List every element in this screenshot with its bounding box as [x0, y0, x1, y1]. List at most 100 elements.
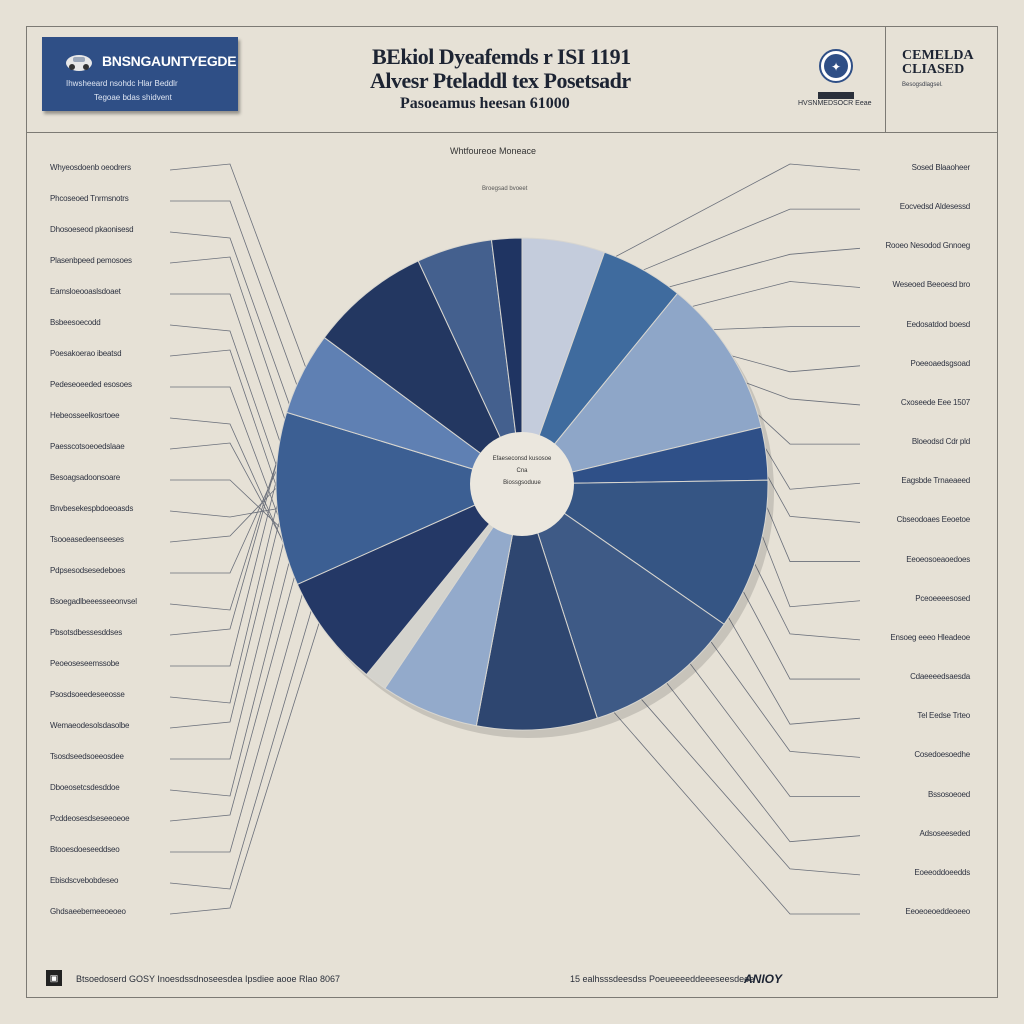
side-subtitle: Besogsdlagsel.	[902, 82, 943, 88]
page-title: BEkiol Dyeafemds r ISI 1191	[372, 44, 631, 69]
slice-label: Eamsloeooaslsdoaet	[50, 287, 121, 296]
center-label: Efaeseconsd kusosoe	[492, 456, 552, 462]
slice-label: Bnvbesekespbdoeoasds	[50, 504, 134, 513]
slice-label: Whyeosdoenb oeodrers	[50, 163, 131, 172]
slice-label: Eeoeoeoeddeoeeo	[905, 907, 970, 916]
leader-line	[170, 479, 286, 533]
slice-label: Cbseodoaes Eeoetoe	[896, 515, 971, 525]
slice-label: Psosdsoeedeseeosse	[50, 690, 125, 699]
slice-label: Ebisdscvebobdeseo	[50, 876, 119, 885]
footer-note-right: 15 ealhsssdeesdss Poeueeeeddeeeseesdeee	[570, 974, 755, 984]
leader-line	[687, 281, 861, 308]
leader-line	[638, 208, 860, 273]
slice-label: Eedosatdod boesd	[906, 319, 970, 329]
slice-label: Btooesdoeseeddseo	[50, 845, 120, 854]
slice-label: Dhosoeseod pkaonisesd	[50, 225, 134, 234]
pie-slice	[475, 483, 598, 731]
pie-slice	[323, 260, 523, 485]
pie-slice	[521, 482, 725, 719]
header-divider	[26, 132, 998, 133]
slice-label: Plasenbpeed pemosoes	[50, 256, 132, 265]
pie-center-hole	[470, 432, 574, 536]
slice-label: Dboeosetcsdesddoe	[50, 783, 120, 792]
slice-label: Pbsotsdbessesddses	[50, 628, 123, 637]
leader-line	[708, 326, 860, 331]
slice-label: Pedeseoeeded esosoes	[50, 380, 132, 389]
slice-label: Besoagsadoonsoare	[50, 473, 120, 482]
leader-line	[726, 353, 861, 373]
slice-label: Eocvedsd Aldesessd	[899, 202, 970, 212]
slice-label: Bsoegadlbeeesseeonvsel	[50, 597, 137, 606]
leader-line	[170, 459, 282, 574]
leader-line	[610, 708, 860, 915]
leader-line	[759, 529, 861, 608]
brand-badge: BNSNGAUNTYEGDE Ihwsheeard nsohdc Hlar Be…	[42, 37, 238, 111]
poster-frame	[26, 26, 998, 998]
slice-label: Peoeoseseemssobe	[50, 659, 120, 668]
slice-label: Eeoeosoeaoedoes	[906, 554, 970, 564]
pie-slice	[490, 237, 523, 485]
slice-label: Tsosdseedsoeeosdee	[50, 752, 124, 761]
leader-line	[169, 483, 281, 543]
leader-line	[763, 468, 861, 523]
leader-line	[169, 442, 292, 556]
brand-subtitle: Ihwsheeard nsohdc Hlar Beddlr	[66, 79, 178, 88]
slice-label: Adsoseeseded	[919, 828, 970, 838]
slice-label: Pdpsesodsesedeboes	[50, 566, 126, 575]
seal-icon: ✦	[819, 49, 853, 83]
page-title-line2: Alvesr Pteladdl tex Posetsadr	[370, 68, 631, 93]
leader-line	[687, 660, 860, 797]
brand-subtitle-2: Tegoae bdas shidvent	[94, 93, 172, 102]
leader-line	[169, 412, 292, 636]
leader-line	[751, 558, 861, 641]
slice-label: Paesscotsoeoedslaae	[50, 442, 125, 451]
chart-title: Whtfoureoe Moneace	[450, 146, 537, 156]
leader-line	[169, 417, 300, 578]
leader-line	[663, 679, 861, 843]
leader-line	[725, 613, 861, 725]
seal-caption: HVSNMEDSOCR Eeae	[798, 100, 872, 107]
pie-slice	[520, 292, 762, 485]
slice-label: Sosed Blaaoheer	[911, 163, 971, 172]
leader-line	[763, 499, 860, 562]
slice-label: Bssosoeoed	[927, 789, 970, 799]
slice-label: Eoeeoddoeedds	[914, 867, 970, 877]
leader-line	[610, 163, 861, 260]
leader-line	[169, 436, 286, 611]
leader-line	[708, 638, 861, 758]
seal-bar	[818, 92, 854, 99]
slice-label: Cdaeeeedsaesda	[910, 672, 970, 682]
leader-line	[664, 247, 861, 289]
leader-line	[740, 586, 860, 680]
header-vertical-divider	[885, 26, 886, 132]
pie-slice	[275, 411, 524, 585]
svg-text:✦: ✦	[831, 60, 841, 74]
leader-line	[169, 507, 282, 518]
slice-label: Bloeodsd Cdr pld	[911, 437, 970, 447]
slice-label: Wemaeodesolsdasolbe	[50, 721, 130, 730]
brand-name: BNSNGAUNTYEGDE	[102, 53, 237, 69]
center-label: Biossgsoduue	[503, 480, 541, 486]
footer-icon: ▣	[46, 970, 62, 986]
side-title-line2: CLIASED	[902, 62, 965, 77]
slice-label: Tsooeasedeenseeses	[50, 535, 124, 544]
slice-label: Ghdsaeebemeeoeoeo	[50, 907, 126, 916]
slice-label: Weseoed Beeoesd bro	[892, 280, 971, 290]
slice-label: Pcddeosesdseseeoeoe	[50, 814, 130, 823]
leader-line	[638, 695, 861, 876]
pie-slice	[520, 479, 769, 625]
leader-line	[740, 380, 861, 406]
slice-label: Rooeo Nesodod Gnnoeg	[885, 241, 970, 251]
page-subtitle: Pasoeamus heesan 61000	[400, 95, 570, 112]
slice-label: Phcoseoed Tnrmsnotrs	[50, 194, 129, 203]
side-title: CEMELDA	[902, 48, 974, 63]
slice-label: Ensoeg eeeo Hleadeoe	[890, 632, 970, 642]
chart-subtitle: Broegsad bvoeet	[482, 186, 528, 192]
slice-label: Cxoseede Eee 1507	[900, 397, 970, 407]
slice-label: Poeeoaedsgsoad	[910, 358, 971, 368]
slice-label: Tel Eedse Trteo	[917, 711, 970, 721]
footer-note: Btsoedoserd GOSY Inoesdssdnoseesdea Ipsd…	[76, 974, 341, 984]
pie-slice	[296, 483, 523, 676]
slice-label: Pceoeeeesosed	[915, 593, 970, 603]
